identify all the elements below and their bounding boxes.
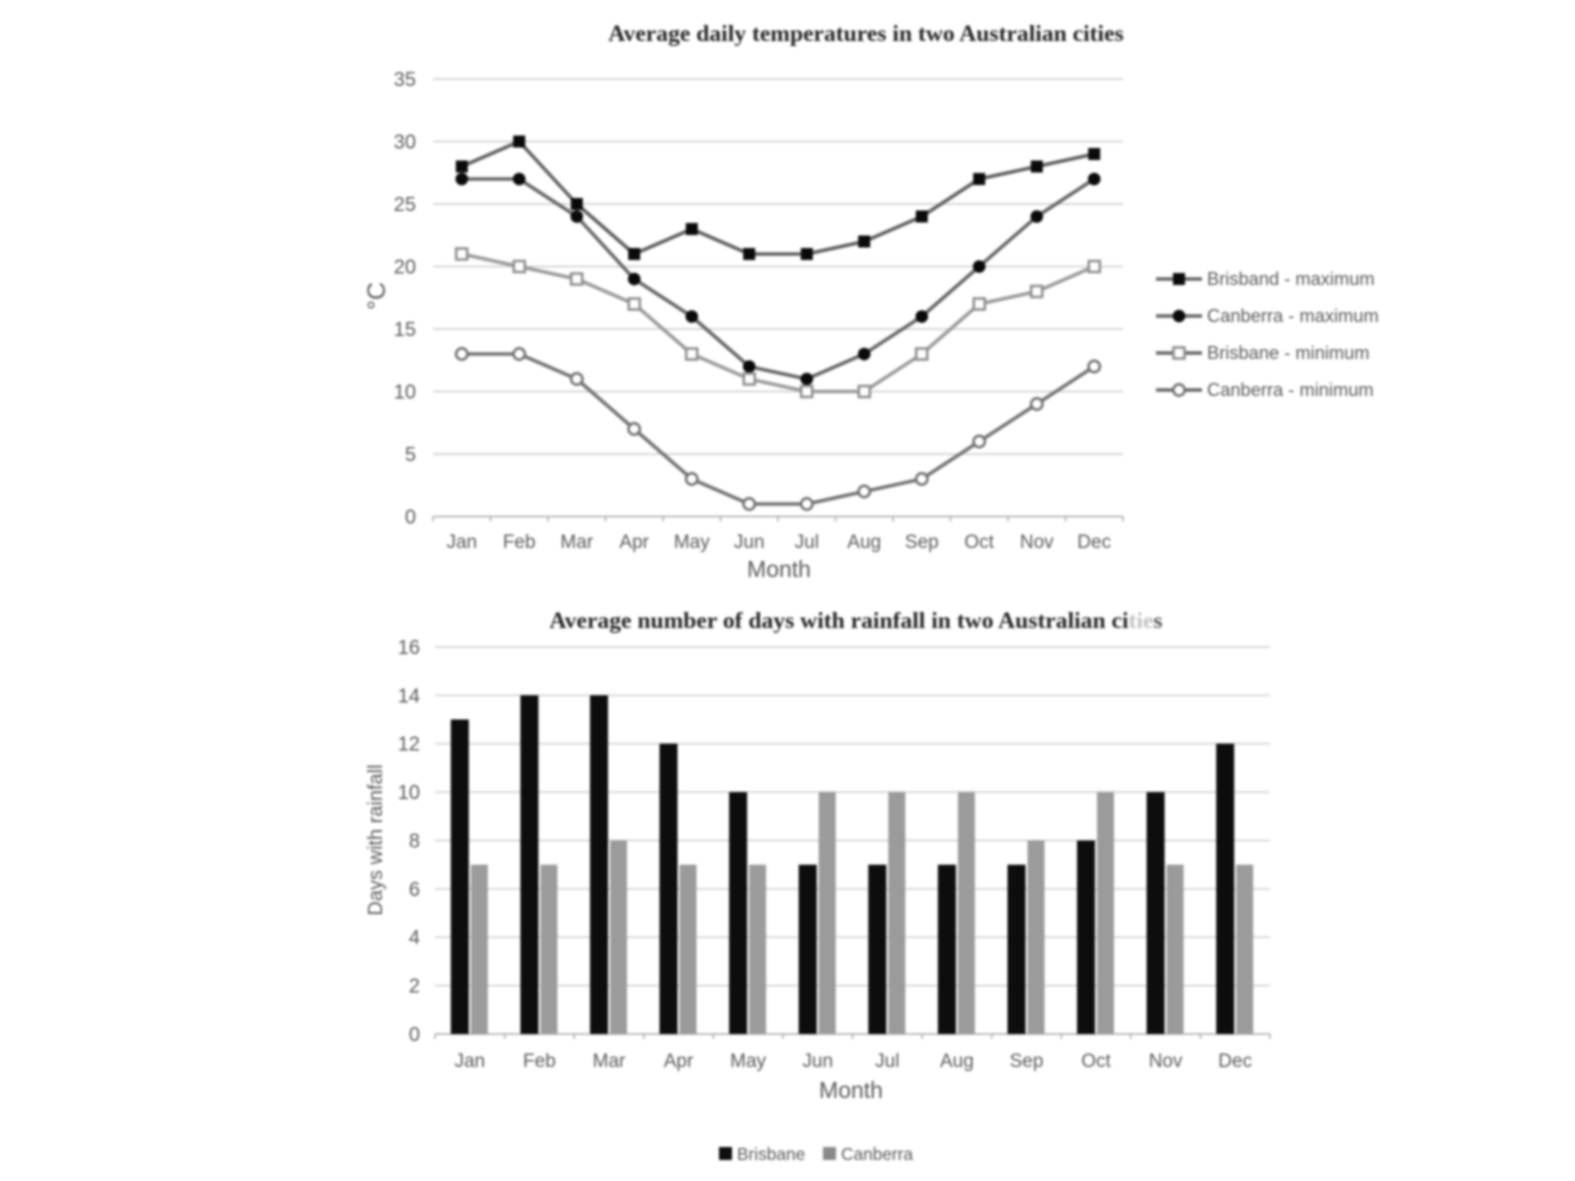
svg-text:May: May — [674, 532, 710, 553]
svg-text:Mar: Mar — [593, 1051, 626, 1072]
svg-text:25: 25 — [394, 194, 416, 216]
svg-text:Jul: Jul — [875, 1051, 899, 1072]
svg-text:Canberra - minimum: Canberra - minimum — [1207, 379, 1374, 400]
svg-text:10: 10 — [398, 782, 420, 804]
svg-text:0: 0 — [409, 1024, 420, 1046]
svg-text:Oct: Oct — [964, 532, 994, 553]
svg-text:May: May — [730, 1051, 766, 1072]
svg-text:Average number of days with ra: Average number of days with rainfall in … — [549, 608, 1162, 634]
svg-text:5: 5 — [405, 444, 416, 466]
svg-text:Aug: Aug — [940, 1051, 974, 1072]
svg-text:20: 20 — [394, 257, 416, 279]
svg-text:°C: °C — [363, 282, 391, 310]
svg-text:Oct: Oct — [1081, 1051, 1111, 1072]
svg-text:6: 6 — [409, 879, 420, 901]
svg-text:Brisbane - minimum: Brisbane - minimum — [1207, 342, 1370, 363]
svg-text:Sep: Sep — [905, 532, 939, 553]
svg-text:Feb: Feb — [503, 532, 536, 553]
svg-text:Month: Month — [819, 1077, 883, 1103]
svg-text:0: 0 — [405, 507, 416, 529]
svg-text:12: 12 — [398, 734, 420, 756]
svg-text:Nov: Nov — [1149, 1051, 1183, 1072]
svg-text:4: 4 — [409, 927, 420, 949]
svg-text:Sep: Sep — [1010, 1051, 1044, 1072]
svg-text:Days with rainfall: Days with rainfall — [365, 764, 387, 915]
svg-text:15: 15 — [394, 319, 416, 341]
svg-text:10: 10 — [394, 382, 416, 404]
svg-text:Jun: Jun — [802, 1051, 833, 1072]
svg-text:Average daily temperatures in: Average daily temperatures in two Austra… — [608, 21, 1124, 47]
svg-text:Dec: Dec — [1218, 1051, 1252, 1072]
svg-text:Apr: Apr — [664, 1051, 694, 1072]
svg-text:Brisband - maximum: Brisband - maximum — [1207, 268, 1375, 289]
svg-text:Mar: Mar — [560, 532, 593, 553]
svg-text:Canberra: Canberra — [841, 1144, 913, 1164]
svg-text:Aug: Aug — [847, 532, 881, 553]
svg-text:Dec: Dec — [1077, 532, 1111, 553]
svg-text:Canberra - maximum: Canberra - maximum — [1207, 305, 1379, 326]
svg-text:Nov: Nov — [1020, 532, 1054, 553]
svg-text:Apr: Apr — [619, 532, 649, 553]
svg-text:16: 16 — [398, 637, 420, 659]
svg-text:2: 2 — [409, 976, 420, 998]
svg-text:30: 30 — [394, 132, 416, 154]
svg-text:Feb: Feb — [523, 1051, 556, 1072]
svg-text:14: 14 — [398, 685, 420, 707]
svg-text:Brisbane: Brisbane — [737, 1144, 805, 1164]
svg-text:Jul: Jul — [795, 532, 819, 553]
svg-text:Jan: Jan — [454, 1051, 485, 1072]
svg-text:8: 8 — [409, 831, 420, 853]
svg-text:35: 35 — [394, 69, 416, 91]
svg-text:Jan: Jan — [446, 532, 477, 553]
svg-text:Month: Month — [747, 556, 811, 582]
svg-text:Jun: Jun — [734, 532, 765, 553]
